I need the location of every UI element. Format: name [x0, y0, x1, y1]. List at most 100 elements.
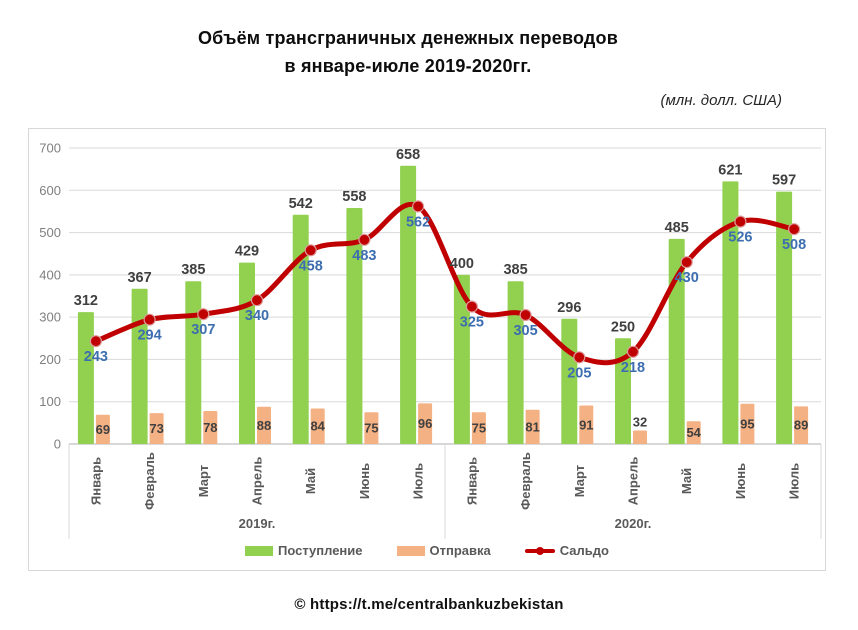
year-group-label-2020г.: 2020г.	[615, 516, 652, 531]
x-label-2020г.-Июль: Июль	[787, 463, 802, 499]
label-saldo-9: 205	[567, 365, 591, 381]
y-tick-100: 100	[39, 394, 61, 409]
saldo-marker-8	[519, 308, 532, 322]
bar-postuplenie-6	[400, 165, 417, 445]
label-postuplenie-6: 658	[396, 147, 420, 163]
label-postuplenie-8: 385	[503, 262, 527, 278]
label-postuplenie-1: 367	[127, 270, 151, 286]
bar-otpravka-13	[794, 406, 809, 444]
bar-otpravka-9	[579, 405, 594, 444]
label-saldo-11: 430	[675, 270, 699, 286]
label-otpravka-0: 69	[96, 422, 110, 437]
bar-postuplenie-7	[453, 274, 470, 444]
label-postuplenie-2: 385	[181, 262, 205, 278]
label-postuplenie-5: 558	[342, 189, 366, 205]
chart-title: Объём трансграничных денежных переводов …	[0, 24, 816, 80]
bar-postuplenie-2	[185, 281, 202, 444]
y-tick-600: 600	[39, 183, 61, 198]
label-otpravka-5: 75	[364, 421, 378, 436]
bar-otpravka-8	[525, 409, 540, 444]
bar-postuplenie-13	[776, 191, 793, 444]
bar-otpravka-6	[418, 403, 433, 444]
bar-postuplenie-5	[346, 208, 363, 444]
label-postuplenie-3: 429	[235, 244, 259, 260]
footer-source-text: © https://t.me/centralbankuzbekistan	[294, 596, 564, 613]
bar-postuplenie-9	[561, 318, 578, 444]
saldo-line	[93, 201, 797, 366]
saldo-marker-11	[680, 256, 693, 269]
y-tick-300: 300	[39, 310, 61, 325]
saldo-marker-1	[143, 313, 156, 326]
label-saldo-7: 325	[460, 315, 484, 331]
bar-otpravka-11	[686, 421, 701, 444]
label-otpravka-8: 81	[525, 419, 539, 434]
label-saldo-4: 458	[299, 258, 323, 274]
x-label-2019г.-Март: Март	[196, 465, 211, 497]
label-postuplenie-9: 296	[557, 300, 581, 316]
x-label-2019г.-Июль: Июль	[411, 463, 426, 499]
y-tick-0: 0	[54, 437, 61, 452]
label-postuplenie-10: 250	[611, 319, 635, 335]
label-otpravka-10: 32	[633, 415, 647, 430]
x-label-2020г.-Май: Май	[679, 468, 694, 494]
saldo-marker-6	[412, 200, 425, 213]
label-postuplenie-12: 621	[718, 162, 742, 178]
y-tick-700: 700	[39, 141, 61, 156]
legend-swatch-line-icon	[524, 546, 555, 556]
saldo-marker-12	[734, 215, 747, 228]
x-label-2019г.-Январь: Январь	[88, 457, 103, 505]
label-saldo-1: 294	[137, 328, 161, 344]
label-postuplenie-4: 542	[289, 196, 313, 212]
saldo-marker-0	[89, 335, 103, 348]
saldo-marker-9	[573, 351, 586, 364]
x-label-2020г.-Январь: Январь	[464, 457, 479, 505]
bar-postuplenie-8	[507, 281, 524, 444]
x-label-2019г.-Июнь: Июнь	[357, 463, 372, 499]
label-saldo-3: 340	[245, 308, 269, 324]
x-label-2019г.-Апрель: Апрель	[250, 457, 265, 506]
label-otpravka-13: 89	[794, 418, 808, 433]
label-otpravka-2: 78	[203, 420, 217, 435]
saldo-marker-10	[626, 345, 640, 358]
saldo-marker-7	[465, 300, 478, 313]
bar-otpravka-5	[364, 412, 379, 444]
bar-postuplenie-10	[615, 338, 631, 444]
label-saldo-6: 562	[406, 214, 430, 230]
saldo-marker-3	[250, 294, 264, 307]
y-tick-400: 400	[39, 267, 61, 282]
units-label: (млн. долл. США)	[660, 92, 782, 109]
legend-swatch-green-icon	[245, 545, 273, 556]
saldo-marker-5	[358, 233, 371, 246]
legend-item-saldo: Сальдо	[524, 543, 609, 558]
bar-postuplenie-4	[292, 214, 309, 444]
bar-otpravka-2	[203, 411, 218, 444]
bar-postuplenie-3	[239, 262, 255, 444]
x-label-2019г.-Февраль: Февраль	[142, 452, 157, 510]
chart-svg: 0 100 200 300 400 500 600 700 Январь Февраль Март А…	[39, 141, 822, 539]
label-otpravka-11: 54	[686, 425, 701, 440]
label-otpravka-6: 96	[418, 416, 432, 431]
label-otpravka-1: 73	[149, 421, 163, 436]
label-postuplenie-0: 312	[74, 293, 98, 309]
label-otpravka-4: 84	[310, 419, 325, 434]
legend-label-postuplenie: Поступление	[278, 543, 363, 558]
label-otpravka-12: 95	[740, 416, 754, 431]
legend-label-saldo: Сальдо	[559, 543, 609, 558]
bar-otpravka-12	[740, 403, 755, 444]
label-postuplenie-11: 485	[665, 220, 689, 236]
x-label-2020г.-Апрель: Апрель	[626, 457, 641, 506]
label-saldo-12: 526	[728, 230, 752, 246]
x-label-2020г.-Март: Март	[572, 465, 587, 497]
label-saldo-2: 307	[191, 322, 215, 338]
bar-postuplenie-11	[668, 238, 685, 444]
saldo-marker-2	[197, 308, 210, 321]
label-saldo-10: 218	[621, 360, 645, 376]
year-group-label-2019г.: 2019г.	[239, 516, 276, 531]
x-label-2019г.-Май: Май	[303, 468, 318, 494]
saldo-marker-4	[304, 244, 317, 257]
legend-item-otpravka: Отправка	[396, 543, 491, 558]
label-saldo-0: 243	[84, 349, 108, 365]
label-saldo-13: 508	[782, 237, 806, 253]
chart-title-line2: в январе-июле 2019-2020гг.	[284, 56, 532, 76]
y-tick-200: 200	[39, 352, 61, 367]
